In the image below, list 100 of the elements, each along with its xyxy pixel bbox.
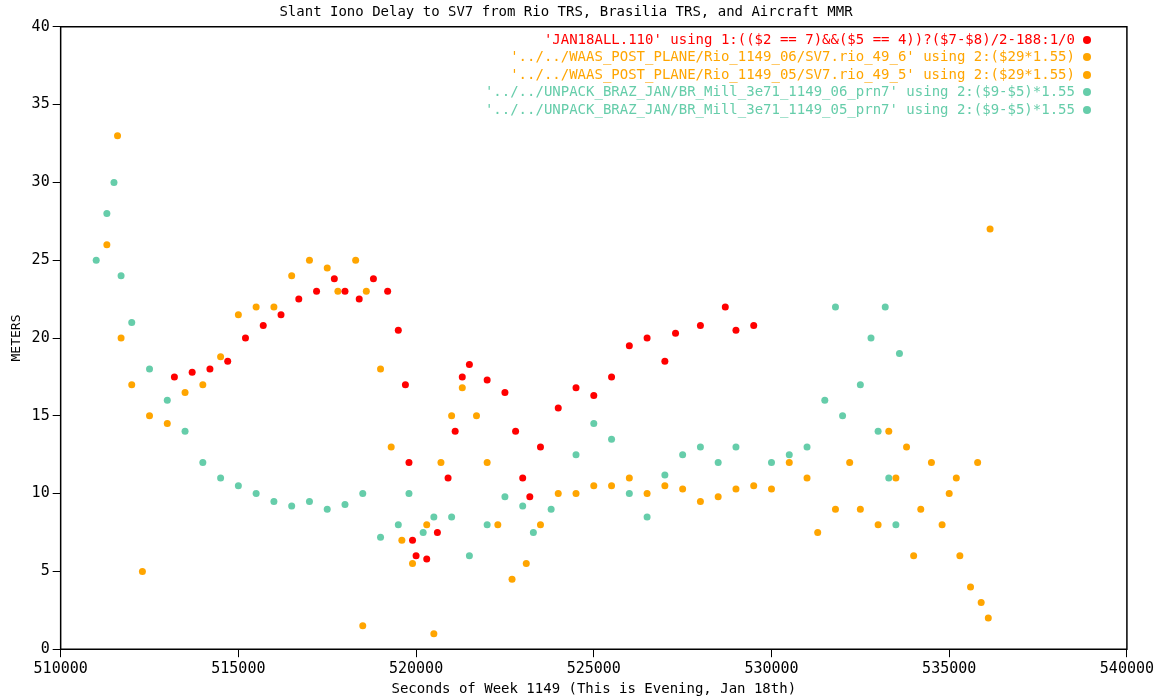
legend-label: 'JAN18ALL.110' using 1:(($2 == 7)&&($5 == 4))?($7-$8)/2-188:1/0 <box>543 30 1075 47</box>
point <box>625 342 633 350</box>
point <box>767 458 775 466</box>
point <box>547 505 555 513</box>
point <box>409 560 417 568</box>
point <box>696 497 704 505</box>
point <box>369 275 377 283</box>
point <box>732 443 740 451</box>
point <box>270 497 278 505</box>
point <box>885 474 893 482</box>
y-tick-label: 20 <box>31 327 50 346</box>
point <box>519 502 527 510</box>
point <box>352 256 360 264</box>
point <box>448 513 456 521</box>
point <box>856 505 864 513</box>
point <box>501 493 509 501</box>
point <box>643 334 651 342</box>
point <box>956 552 964 560</box>
point <box>608 435 616 443</box>
point <box>458 384 466 392</box>
point <box>217 474 225 482</box>
point <box>625 474 633 482</box>
point <box>714 493 722 501</box>
point <box>881 303 889 311</box>
legend-label: '../../WAAS_POST_PLANE/Rio_1149_06/SV7.rio_49_6' using 2:($29*1.55) <box>510 48 1075 65</box>
point <box>295 295 303 303</box>
point <box>512 427 520 435</box>
point <box>536 521 544 529</box>
point <box>874 427 882 435</box>
y-tick-label: 40 <box>31 16 50 35</box>
x-tick-label: 515000 <box>211 659 266 678</box>
point <box>831 303 839 311</box>
point <box>554 404 562 412</box>
point <box>874 521 882 529</box>
y-axis-title: METERS <box>8 314 24 362</box>
point <box>494 521 502 529</box>
point <box>892 521 900 529</box>
point <box>412 552 420 560</box>
point <box>377 533 385 541</box>
point <box>288 272 296 280</box>
point <box>359 490 367 498</box>
point <box>110 178 118 186</box>
point <box>330 275 338 283</box>
point <box>572 490 580 498</box>
point <box>181 388 189 396</box>
point <box>217 353 225 361</box>
point <box>590 420 598 428</box>
point <box>590 392 598 400</box>
point <box>732 326 740 334</box>
point <box>483 376 491 384</box>
point <box>163 420 171 428</box>
point <box>536 443 544 451</box>
point <box>103 241 111 249</box>
y-tick-label: 35 <box>31 94 50 113</box>
point <box>643 490 651 498</box>
point <box>522 560 530 568</box>
point <box>433 529 441 536</box>
point <box>138 567 146 575</box>
point <box>867 334 875 342</box>
point <box>451 427 459 435</box>
point <box>465 360 473 368</box>
point <box>405 490 413 498</box>
point <box>590 482 598 490</box>
point <box>885 427 893 435</box>
point <box>128 381 136 389</box>
x-tick-label: 540000 <box>1099 659 1154 678</box>
point <box>252 490 260 498</box>
point <box>661 357 669 365</box>
point <box>117 334 125 342</box>
point <box>839 412 847 420</box>
point <box>288 502 296 510</box>
point <box>984 614 992 622</box>
point <box>401 381 409 389</box>
x-tick-label: 520000 <box>388 659 444 678</box>
x-tick-label: 530000 <box>744 659 799 678</box>
point <box>103 210 111 218</box>
point <box>170 373 178 381</box>
point <box>846 458 854 466</box>
point <box>437 458 445 466</box>
point <box>529 529 537 536</box>
point <box>313 287 321 295</box>
point <box>938 521 946 529</box>
legend-label: '../../UNPACK_BRAZ_JAN/BR_Mill_3e71_1149_05_prn7' using 2:($9-$5)*1.55 <box>484 100 1075 117</box>
point <box>625 490 633 498</box>
y-tick-label: 30 <box>31 172 50 191</box>
point <box>234 482 242 490</box>
x-tick-label: 525000 <box>566 659 621 678</box>
point <box>483 521 491 529</box>
point <box>181 427 189 435</box>
point <box>355 295 363 303</box>
point <box>188 368 196 376</box>
point <box>206 365 214 373</box>
point <box>572 451 580 459</box>
x-axis-title: Seconds of Week 1149 (This is Evening, Jan 18th) <box>391 680 797 697</box>
point <box>394 521 402 529</box>
point <box>608 373 616 381</box>
point <box>785 458 793 466</box>
point <box>362 287 370 295</box>
y-tick-label: 0 <box>40 639 50 658</box>
point <box>803 443 811 451</box>
